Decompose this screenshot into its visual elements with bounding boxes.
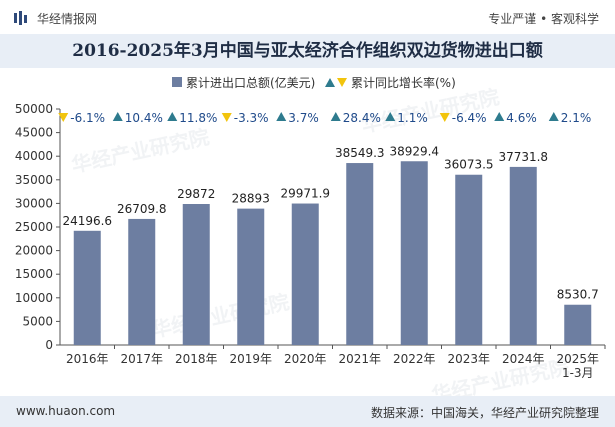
x-tick-label: 2024年 [502,352,545,366]
x-tick-label: 2017年 [120,352,163,366]
legend-item-growth: 累计同比增长率(%) [325,72,456,92]
y-tick-label: 5000 [22,314,53,328]
growth-rate-label: 2.1% [561,111,592,125]
bar-value-label: 28893 [232,192,270,206]
x-tick-label: 2020年 [284,352,327,366]
x-tick-label: 2019年 [229,352,272,366]
bar [182,204,210,345]
bar-value-label: 29872 [177,187,215,201]
bar [291,203,319,345]
bar-value-label: 38549.3 [335,146,385,160]
bar [237,208,265,345]
bar [400,161,428,345]
y-tick-label: 10000 [15,291,53,305]
x-tick-label: 2025年 1-3月 [556,352,599,380]
growth-up-arrow-icon [494,112,505,121]
top-bar: 华经情报网 专业严谨 • 客观科学 [0,0,615,34]
legend-down-arrow-icon [337,77,347,87]
x-tick-label: 2018年 [175,352,218,366]
footer-source: 数据来源：中国海关，华经产业研究院整理 [370,406,599,420]
y-tick-label: 0 [45,338,53,352]
bar-value-label: 29971.9 [280,187,330,201]
growth-up-arrow-icon [385,112,396,121]
growth-rate-label: -3.3% [234,111,269,125]
y-tick-label: 45000 [15,126,53,140]
y-tick-label: 15000 [15,267,53,281]
growth-rate-label: 10.4% [125,111,163,125]
growth-up-arrow-icon [330,112,341,121]
footer-url: www.huaon.com [16,404,116,418]
x-tick-label: 2016年 [66,352,109,366]
y-tick-label: 35000 [15,173,53,187]
growth-rate-label: 11.8% [179,111,217,125]
growth-rate-label: 4.6% [506,111,537,125]
chart-title: 2016-2025年3月中国与亚太经济合作组织双边货物进出口额 [72,41,543,61]
growth-up-arrow-icon [167,112,178,121]
bar [564,304,592,345]
y-tick-label: 25000 [15,220,53,234]
growth-down-arrow-icon [221,113,232,122]
x-tick-label: 2022年 [393,352,436,366]
title-band: 2016-2025年3月中国与亚太经济合作组织双边货物进出口额 [0,34,615,68]
growth-rate-label: -6.4% [452,111,487,125]
x-tick-label: 2023年 [447,352,490,366]
growth-rate-label: 1.1% [397,111,428,125]
legend-label-growth: 累计同比增长率(%) [351,75,456,90]
bar-value-label: 26709.8 [117,202,167,216]
bar [455,174,483,345]
growth-up-arrow-icon [112,112,123,121]
y-tick-label: 20000 [15,244,53,258]
chart-legend: 累计进出口总额(亿美元) 累计同比增长率(%) [0,72,615,92]
bar [73,230,101,345]
logo-icon [14,11,27,25]
bar [128,218,156,345]
growth-rate-label: 3.7% [288,111,319,125]
bar-value-label: 24196.6 [62,214,112,228]
growth-rate-label: 28.4% [343,111,381,125]
footer: www.huaon.com 数据来源：中国海关，华经产业研究院整理 [0,396,615,427]
bar [509,166,537,345]
bar [346,163,374,345]
growth-up-arrow-icon [548,112,559,121]
logo-text: 华经情报网 [37,12,98,26]
x-tick-label: 2021年 [338,352,381,366]
legend-up-arrow-icon [325,77,335,87]
y-tick-label: 50000 [15,102,53,116]
legend-item-total: 累计进出口总额(亿美元) [172,72,315,92]
growth-rate-label: -6.1% [70,111,105,125]
growth-down-arrow-icon [439,113,450,122]
legend-label-total: 累计进出口总额(亿美元) [186,75,316,90]
y-tick-label: 40000 [15,149,53,163]
legend-bar-swatch [172,77,182,87]
bar-value-label: 38929.4 [389,144,439,158]
y-tick-label: 30000 [15,196,53,210]
bar-value-label: 37731.8 [498,150,548,164]
bar-value-label: 8530.7 [557,288,599,302]
header-tagline: 专业严谨 • 客观科学 [488,12,599,26]
bar-value-label: 36073.5 [444,158,494,172]
growth-down-arrow-icon [58,113,69,122]
growth-up-arrow-icon [276,112,287,121]
